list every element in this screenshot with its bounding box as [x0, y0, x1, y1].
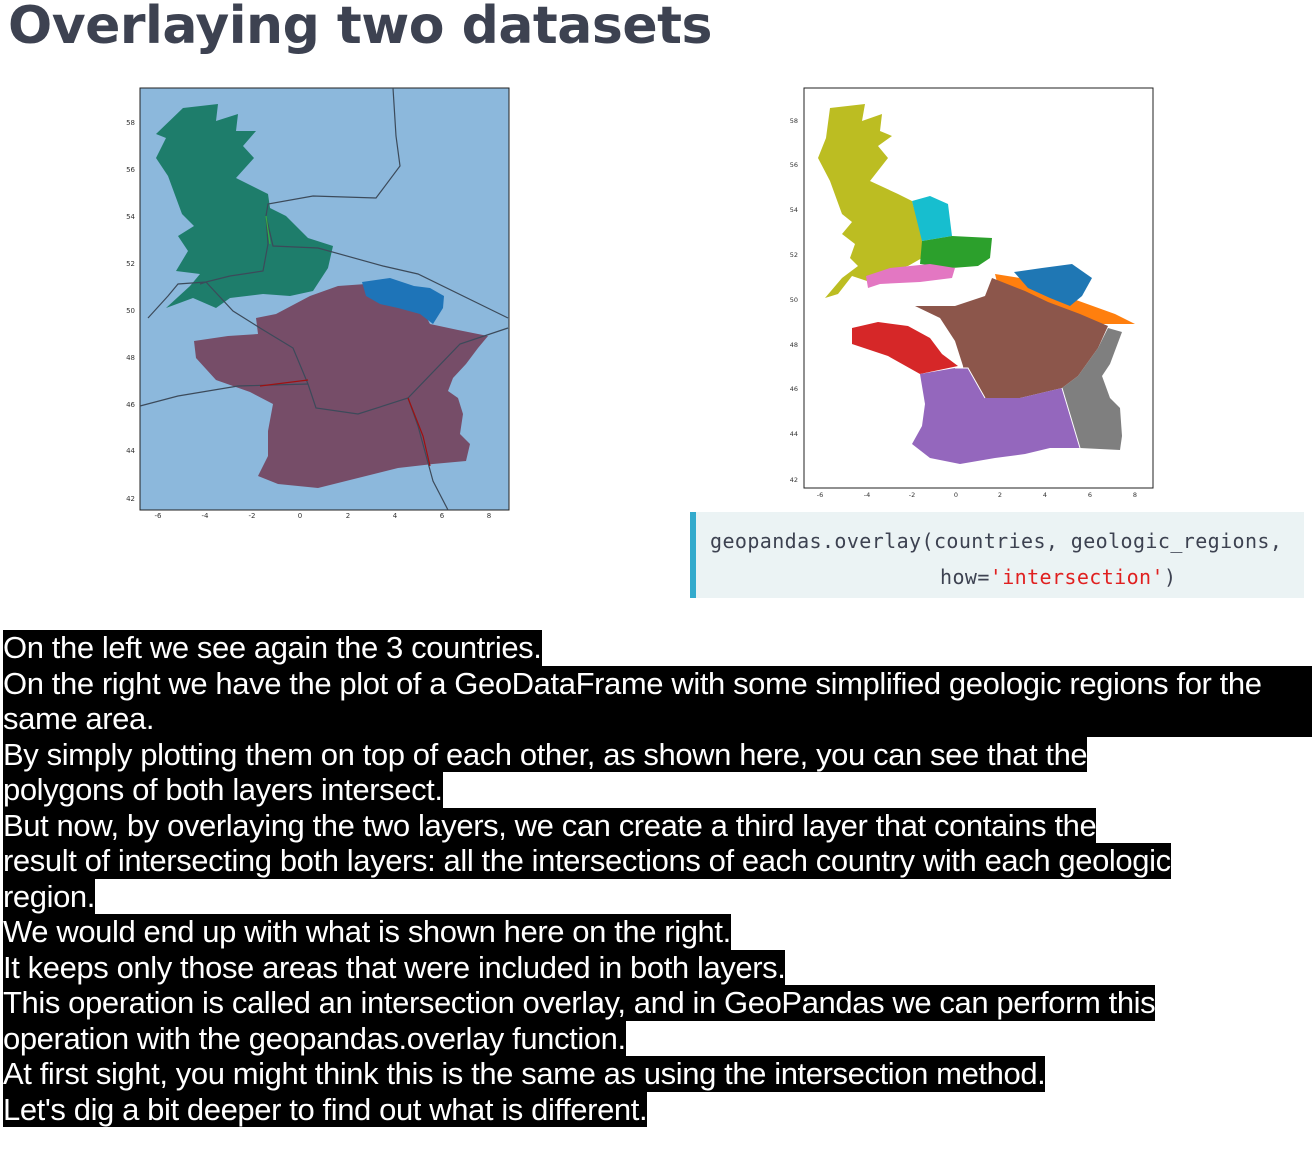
right-x-tick: 2 [998, 491, 1002, 499]
caption-line: At first sight, you might think this is … [3, 1056, 1045, 1092]
caption-line: operation with the geopandas.overlay fun… [3, 1021, 626, 1057]
right-y-tick: 54 [790, 206, 798, 214]
code-block: geopandas.overlay(countries, geologic_re… [690, 512, 1304, 598]
left-y-tick: 52 [126, 260, 135, 268]
left-x-tick: 6 [440, 512, 445, 520]
right-map-plot: -6 -4 -2 0 2 4 6 8 42 44 46 48 50 52 54 … [780, 86, 1160, 506]
left-y-tick: 58 [126, 119, 135, 127]
left-x-tick: 0 [298, 512, 302, 520]
caption-line: By simply plotting them on top of each o… [3, 737, 1087, 773]
caption-line: On the right we have the plot of a GeoDa… [3, 666, 1312, 737]
right-y-tick: 56 [790, 161, 798, 169]
left-x-tick: 8 [487, 512, 491, 520]
caption-line: We would end up with what is shown here … [3, 914, 731, 950]
right-map-x-ticks: -6 -4 -2 0 2 4 6 8 [817, 491, 1137, 499]
code-arg-name: how= [940, 565, 990, 589]
right-map-region [920, 236, 992, 268]
right-x-tick: -6 [817, 491, 823, 499]
left-y-tick: 50 [126, 307, 135, 315]
right-y-tick: 58 [790, 117, 798, 125]
code-line-2: how='intersection') [940, 565, 1176, 589]
right-y-tick: 42 [790, 476, 798, 484]
right-x-tick: -2 [909, 491, 915, 499]
code-string-literal: 'intersection' [990, 565, 1164, 589]
caption-line: Let's dig a bit deeper to find out what … [3, 1092, 647, 1128]
left-x-tick: 2 [346, 512, 350, 520]
right-x-tick: 6 [1088, 491, 1092, 499]
left-y-tick: 56 [126, 166, 135, 174]
caption-line: region. [3, 879, 95, 915]
right-y-tick: 44 [790, 430, 798, 438]
caption-line: This operation is called an intersection… [3, 985, 1155, 1021]
right-x-tick: 8 [1133, 491, 1137, 499]
left-map-x-ticks: -6 -4 -2 0 2 4 6 8 [155, 512, 492, 520]
left-y-tick: 54 [126, 213, 135, 221]
left-y-tick: 48 [126, 354, 135, 362]
right-x-tick: 0 [954, 491, 958, 499]
left-x-tick: -4 [202, 512, 210, 520]
caption-line: But now, by overlaying the two layers, w… [3, 808, 1096, 844]
transcript-captions: On the left we see again the 3 countries… [3, 630, 1312, 1127]
caption-line: It keeps only those areas that were incl… [3, 950, 785, 986]
left-y-tick: 42 [126, 495, 135, 503]
caption-line: result of intersecting both layers: all … [3, 843, 1171, 879]
right-y-tick: 52 [790, 251, 798, 259]
right-map-y-ticks: 42 44 46 48 50 52 54 56 58 [790, 117, 798, 484]
right-y-tick: 50 [790, 296, 798, 304]
left-x-tick: -6 [155, 512, 163, 520]
left-y-tick: 46 [126, 401, 135, 409]
left-x-tick: -2 [249, 512, 256, 520]
right-x-tick: 4 [1043, 491, 1047, 499]
right-y-tick: 46 [790, 385, 798, 393]
caption-line: polygons of both layers intersect. [3, 772, 443, 808]
left-y-tick: 44 [126, 447, 135, 455]
code-close-paren: ) [1164, 565, 1176, 589]
caption-line: On the left we see again the 3 countries… [3, 630, 542, 666]
left-map-y-ticks: 42 44 46 48 50 52 54 56 58 [126, 119, 135, 503]
right-x-tick: -4 [864, 491, 870, 499]
right-y-tick: 48 [790, 341, 798, 349]
left-map-plot: -6 -4 -2 0 2 4 6 8 42 44 46 48 50 52 54 … [118, 86, 518, 526]
slide-title: Overlaying two datasets [8, 0, 712, 56]
left-x-tick: 4 [393, 512, 398, 520]
code-line-1: geopandas.overlay(countries, geologic_re… [710, 529, 1282, 553]
